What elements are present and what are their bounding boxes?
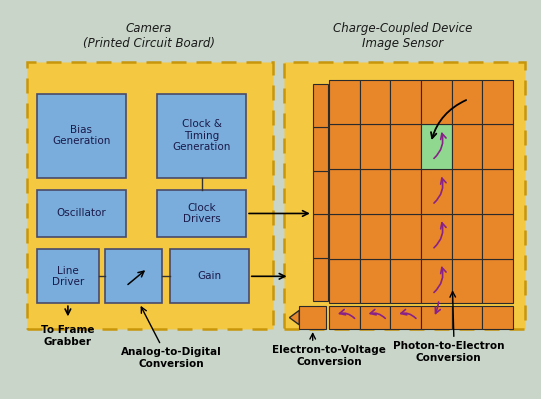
Bar bbox=[329, 169, 360, 214]
Text: Line
Driver: Line Driver bbox=[52, 265, 84, 287]
Bar bbox=[390, 214, 421, 259]
Text: Gain: Gain bbox=[197, 271, 222, 281]
Bar bbox=[360, 80, 390, 124]
Bar bbox=[284, 62, 525, 329]
Bar bbox=[452, 124, 482, 169]
Bar bbox=[329, 214, 360, 259]
Bar bbox=[170, 249, 249, 303]
Bar bbox=[421, 80, 452, 124]
Bar bbox=[105, 249, 162, 303]
Bar bbox=[421, 306, 452, 329]
Text: Photon-to-Electron
Conversion: Photon-to-Electron Conversion bbox=[393, 341, 504, 363]
Bar bbox=[390, 124, 421, 169]
Bar bbox=[452, 259, 482, 303]
Bar bbox=[421, 259, 452, 303]
Text: Electron-to-Voltage
Conversion: Electron-to-Voltage Conversion bbox=[272, 345, 386, 367]
Bar bbox=[37, 249, 99, 303]
Bar bbox=[37, 94, 126, 178]
Bar bbox=[299, 306, 326, 329]
Bar bbox=[482, 124, 513, 169]
Bar bbox=[482, 214, 513, 259]
Text: Clock &
Timing
Generation: Clock & Timing Generation bbox=[173, 119, 230, 152]
Bar bbox=[360, 214, 390, 259]
Text: To Frame
Grabber: To Frame Grabber bbox=[41, 325, 95, 347]
Text: Clock
Drivers: Clock Drivers bbox=[183, 203, 220, 224]
Bar bbox=[452, 306, 482, 329]
Bar bbox=[360, 124, 390, 169]
Bar bbox=[360, 306, 390, 329]
Text: Charge-Coupled Device
Image Sensor: Charge-Coupled Device Image Sensor bbox=[333, 22, 473, 50]
Bar bbox=[157, 94, 246, 178]
Bar bbox=[482, 80, 513, 124]
Bar bbox=[329, 306, 360, 329]
Bar bbox=[313, 127, 328, 171]
Bar bbox=[482, 169, 513, 214]
Bar bbox=[157, 190, 246, 237]
Bar bbox=[329, 259, 360, 303]
Bar bbox=[313, 214, 328, 258]
Bar bbox=[421, 214, 452, 259]
Bar bbox=[452, 80, 482, 124]
Bar bbox=[390, 169, 421, 214]
Text: Bias
Generation: Bias Generation bbox=[52, 125, 110, 146]
Bar bbox=[421, 124, 452, 169]
Bar bbox=[390, 80, 421, 124]
Bar bbox=[27, 62, 273, 329]
Bar bbox=[421, 169, 452, 214]
Bar bbox=[360, 169, 390, 214]
Bar bbox=[390, 306, 421, 329]
Bar bbox=[390, 259, 421, 303]
Bar bbox=[329, 80, 360, 124]
Bar bbox=[482, 259, 513, 303]
Text: Oscillator: Oscillator bbox=[57, 208, 106, 219]
Bar bbox=[452, 169, 482, 214]
Bar bbox=[313, 258, 328, 301]
Bar bbox=[313, 84, 328, 127]
Text: Camera
(Printed Circuit Board): Camera (Printed Circuit Board) bbox=[83, 22, 215, 50]
Polygon shape bbox=[289, 310, 299, 325]
Bar bbox=[452, 214, 482, 259]
Bar bbox=[313, 171, 328, 214]
Bar bbox=[37, 190, 126, 237]
Bar bbox=[360, 259, 390, 303]
Bar bbox=[329, 124, 360, 169]
Bar bbox=[482, 306, 513, 329]
Text: Analog-to-Digital
Conversion: Analog-to-Digital Conversion bbox=[121, 347, 222, 369]
